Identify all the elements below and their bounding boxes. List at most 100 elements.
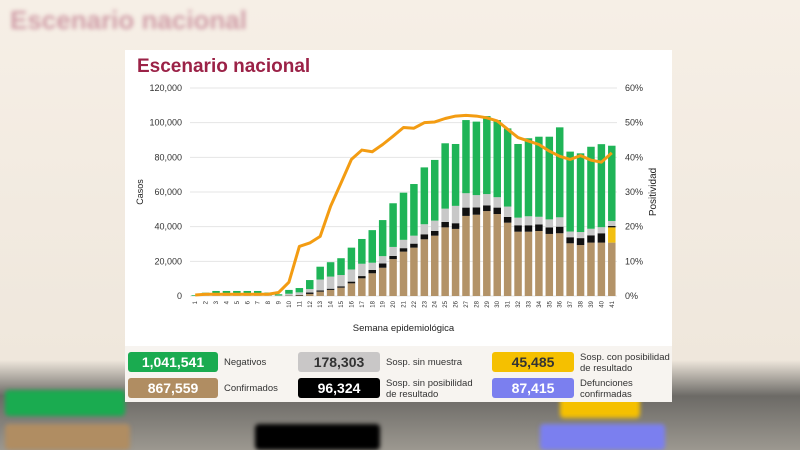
bar-segment — [462, 120, 470, 194]
x-tick-label: 27 — [464, 300, 470, 307]
x-tick-label: 14 — [329, 300, 335, 307]
summary-label: Negativos — [224, 357, 267, 368]
bar-segment — [295, 292, 304, 295]
bar-segment — [462, 215, 470, 296]
x-tick-label: 25 — [443, 300, 449, 307]
bar-segment — [441, 227, 449, 296]
x-tick-label: 28 — [474, 300, 480, 307]
bar-segment — [410, 235, 418, 244]
x-tick-label: 24 — [433, 300, 439, 307]
bar-segment — [493, 214, 501, 296]
x-tick-label: 34 — [537, 300, 543, 307]
bar-segment — [587, 242, 595, 296]
x-tick-label: 33 — [526, 300, 532, 307]
bar-segment — [368, 270, 377, 274]
bar-segment — [285, 289, 293, 294]
bar-segment — [535, 136, 543, 217]
summary-value-box: 1,041,541 — [128, 352, 218, 372]
bar-segment — [389, 259, 397, 296]
bar-segment — [462, 193, 470, 208]
x-tick-label: 26 — [454, 300, 460, 307]
x-tick-label: 37 — [568, 300, 574, 307]
bar-segment — [451, 228, 460, 296]
x-tick-label: 5 — [235, 300, 241, 304]
bar-segment — [337, 287, 345, 296]
x-tick-label: 12 — [308, 300, 314, 307]
x-tick-label: 36 — [558, 300, 564, 307]
background-box — [5, 390, 125, 416]
bar-segment — [608, 227, 616, 243]
summary-label: Sosp. sin muestra — [386, 357, 463, 368]
y-tick-label: 20,000 — [154, 256, 182, 266]
bar-segment — [555, 233, 564, 296]
bar-segment — [420, 224, 429, 235]
y2-tick-label: 50% — [625, 118, 643, 128]
x-tick-label: 20 — [391, 300, 397, 307]
x-tick-label: 1 — [193, 300, 199, 304]
bar-segment — [597, 144, 606, 228]
y-axis-label: Casos — [135, 179, 145, 205]
y2-tick-label: 10% — [625, 256, 643, 266]
x-tick-label: 40 — [599, 300, 605, 307]
chart-card: Escenario nacional 0 20,000 40,000 60,000 80… — [125, 50, 672, 346]
stacked-bar-chart: 0 20,000 40,000 60,000 80,000 100,000 120,000 0… — [135, 83, 659, 334]
bar-segment — [524, 225, 533, 232]
y2-axis-label: Positividad — [648, 168, 659, 216]
bar-segment — [430, 235, 439, 296]
bar-segment — [399, 251, 408, 296]
summary-value-box: 96,324 — [298, 378, 380, 398]
y-tick-label: 100,000 — [149, 118, 182, 128]
x-tick-label: 6 — [245, 300, 251, 304]
x-tick-label: 9 — [277, 300, 283, 304]
bar-segment — [503, 128, 512, 207]
y-tick-label: 40,000 — [154, 222, 182, 232]
summary-label: Confirmados — [224, 383, 278, 394]
bar-segment — [545, 219, 554, 228]
chart-title: Escenario nacional — [137, 56, 311, 77]
y2-tick-label: 60% — [625, 83, 643, 93]
bar-segment — [576, 153, 585, 233]
bar-segment — [368, 230, 377, 263]
bar-segment — [483, 211, 491, 296]
bar-segment — [389, 255, 397, 260]
bar-segment — [420, 167, 429, 225]
summary-value-box: 867,559 — [128, 378, 218, 398]
bar-segment — [545, 233, 554, 296]
bar-segment — [566, 151, 574, 232]
x-tick-label: 38 — [579, 300, 585, 307]
x-tick-label: 15 — [339, 300, 345, 307]
bar-segment — [472, 121, 481, 196]
bar-segment — [566, 231, 574, 238]
x-tick-label: 21 — [402, 300, 408, 307]
x-tick-label: 22 — [412, 300, 418, 307]
bar-segment — [503, 206, 512, 217]
bar-segment — [535, 224, 543, 231]
bar-segment — [535, 216, 543, 225]
bar-segment — [410, 247, 418, 296]
bar-segment — [587, 228, 595, 236]
bar-segment — [295, 294, 304, 296]
bar-segment — [368, 273, 377, 296]
bar-segment — [524, 231, 533, 296]
bar-segment — [493, 197, 501, 208]
bar-segment — [535, 231, 543, 296]
bar-segment — [555, 217, 564, 227]
x-tick-label: 2 — [204, 300, 210, 304]
x-tick-label: 19 — [381, 300, 387, 307]
bar-segment — [514, 143, 522, 218]
bar-segment — [358, 238, 366, 264]
bar-segment — [441, 143, 449, 209]
bar-segment — [451, 205, 460, 224]
bar-segment — [420, 234, 429, 240]
bar-segment — [337, 286, 345, 288]
bar-segment — [378, 263, 387, 268]
x-tick-label: 39 — [589, 300, 595, 307]
bar-segment — [503, 216, 512, 223]
bar-segment — [326, 289, 335, 296]
summary-label: Sosp. sin posibilidad de resultado — [386, 378, 473, 400]
bar-segment — [410, 184, 418, 236]
bar-segment — [347, 269, 356, 282]
x-tick-label: 31 — [506, 300, 512, 307]
summary-value-box: 178,303 — [298, 352, 380, 372]
bar-segment — [514, 225, 522, 232]
